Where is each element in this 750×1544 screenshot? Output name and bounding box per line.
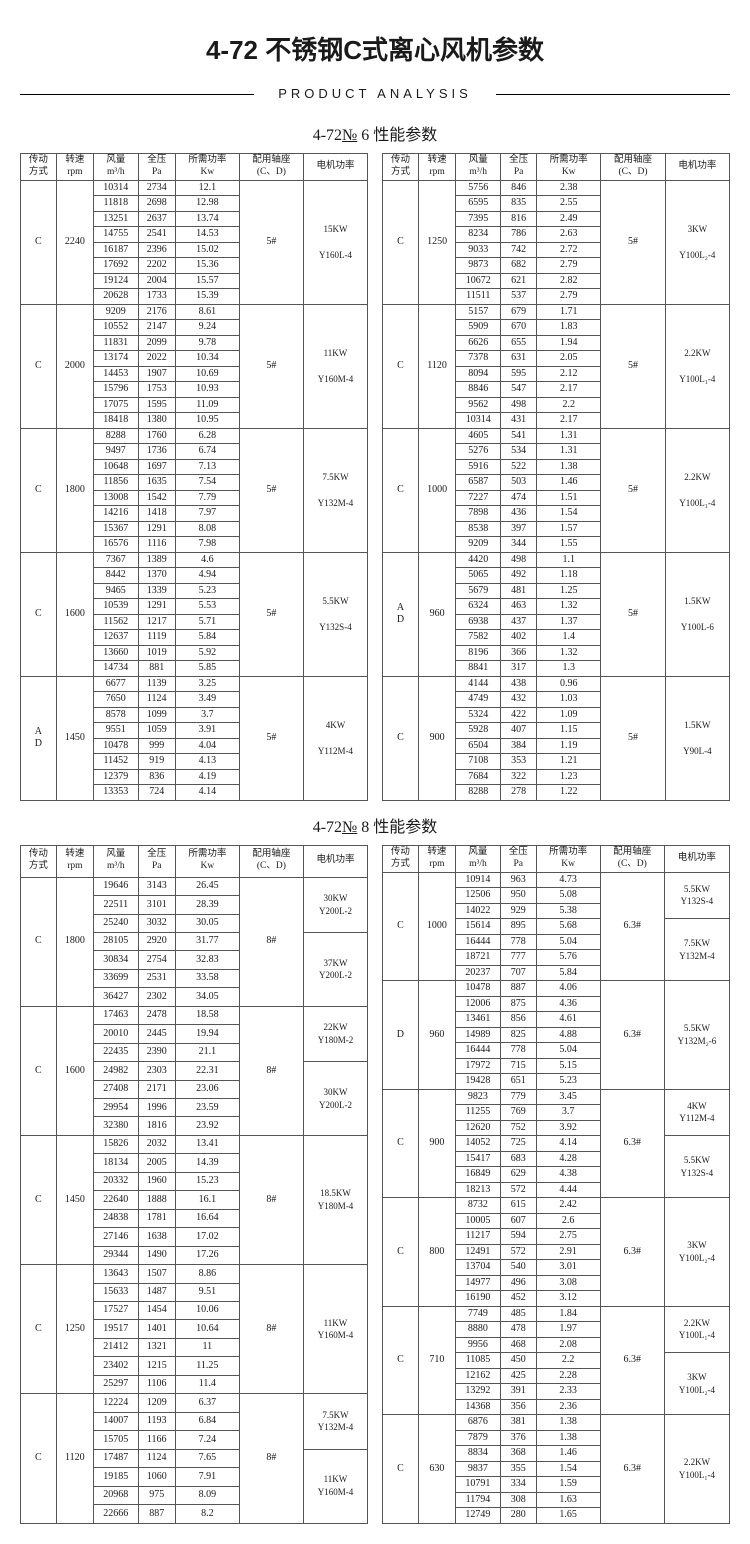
page-title: 4-72 不锈钢C式离心风机参数: [20, 30, 730, 67]
col-drive: 传动方式: [383, 845, 419, 872]
col-flow: 风量m³/h: [456, 845, 501, 872]
data-row: C12501364315078.868#11KWY160M-4: [21, 1265, 368, 1283]
col-drive: 传动方式: [21, 845, 57, 877]
section-heading-no8: 4-72№ 8 性能参数: [20, 813, 730, 837]
col-flow: 风量m³/h: [93, 845, 138, 877]
col-motor: 电机功率: [303, 845, 367, 877]
col-bearing: 配用轴座(C、D): [239, 845, 303, 877]
col-press: 全压Pa: [138, 845, 175, 877]
col-rpm: 转速rpm: [418, 845, 455, 872]
col-motor: 电机功率: [665, 154, 729, 181]
col-power: 所需功率Kw: [175, 154, 239, 181]
col-bearing: 配用轴座(C、D): [600, 845, 664, 872]
col-flow: 风量m³/h: [93, 154, 138, 181]
table-no8-right: 传动方式 转速rpm 风量m³/h 全压Pa 所需功率Kw 配用轴座(C、D) …: [382, 845, 730, 1524]
data-row: C90041444380.965#1.5KWY90L-4: [383, 676, 730, 692]
data-row: C180019646314326.458#30KWY200L-2: [21, 877, 368, 895]
table-no6-left: 传动方式 转速rpm 风量m³/h 全压Pa 所需功率Kw 配用轴座(C、D) …: [20, 153, 368, 801]
col-power: 所需功率Kw: [536, 845, 600, 872]
col-bearing: 配用轴座(C、D): [601, 154, 665, 181]
col-motor: 电机功率: [664, 845, 729, 872]
section-heading-no6: 4-72№ 6 性能参数: [20, 121, 730, 145]
data-row: C80087326152.426.3#3KWY100L₂-4: [383, 1198, 730, 1214]
col-flow: 风量m³/h: [456, 154, 501, 181]
col-power: 所需功率Kw: [537, 154, 601, 181]
data-row: C1600736713894.65#5.5KWY132S-4: [21, 552, 368, 568]
data-row: C125057568462.385#3KWY100L₂-4: [383, 180, 730, 196]
col-rpm: 转速rpm: [56, 845, 93, 877]
data-row: C224010314273412.15#15KWY160L-4: [21, 180, 368, 196]
table-no8-left: 传动方式 转速rpm 风量m³/h 全压Pa 所需功率Kw 配用轴座(C、D) …: [20, 845, 368, 1524]
col-motor: 电机功率: [303, 154, 367, 181]
subtitle: PRODUCT ANALYSIS: [254, 86, 496, 101]
data-row: C2000920921768.615#11KWY160M-4: [21, 304, 368, 320]
col-press: 全压Pa: [138, 154, 175, 181]
col-bearing: 配用轴座(C、D): [239, 154, 303, 181]
data-row: C112051576791.715#2.2KWY100L₁-4: [383, 304, 730, 320]
subtitle-divider: PRODUCT ANALYSIS: [20, 85, 730, 103]
col-press: 全压Pa: [501, 154, 537, 181]
col-rpm: 转速rpm: [56, 154, 93, 181]
data-row: AD1450667711393.255#4KWY112M-4: [21, 676, 368, 692]
data-row: C160017463247818.588#22KWY180M-2: [21, 1006, 368, 1024]
data-row: C100046055411.315#2.2KWY100L₁-4: [383, 428, 730, 444]
data-row: C63068763811.386.3#2.2KWY100L₁-4: [383, 1415, 730, 1431]
data-row: C1000109149634.736.3#5.5KWY132S-4: [383, 872, 730, 888]
col-power: 所需功率Kw: [175, 845, 239, 877]
col-press: 全压Pa: [500, 845, 536, 872]
data-row: D960104788874.066.3#5.5KWY132M₂-6: [383, 981, 730, 997]
data-row: C11201222412096.378#7.5KWY132M-4: [21, 1394, 368, 1412]
data-row: C1800828817606.285#7.5KWY132M-4: [21, 428, 368, 444]
col-drive: 传动方式: [21, 154, 57, 181]
data-row: C90098237793.456.3#4KWY112M-4: [383, 1089, 730, 1105]
data-row: C71077494851.846.3#2.2KWY100L₁-4: [383, 1306, 730, 1322]
table-no6-right: 传动方式 转速rpm 风量m³/h 全压Pa 所需功率Kw 配用轴座(C、D) …: [382, 153, 730, 801]
data-row: C145015826203213.418#18.5KWY180M-4: [21, 1135, 368, 1153]
col-rpm: 转速rpm: [418, 154, 455, 181]
data-row: AD96044204981.15#1.5KWY100L-6: [383, 552, 730, 568]
col-drive: 传动方式: [383, 154, 419, 181]
